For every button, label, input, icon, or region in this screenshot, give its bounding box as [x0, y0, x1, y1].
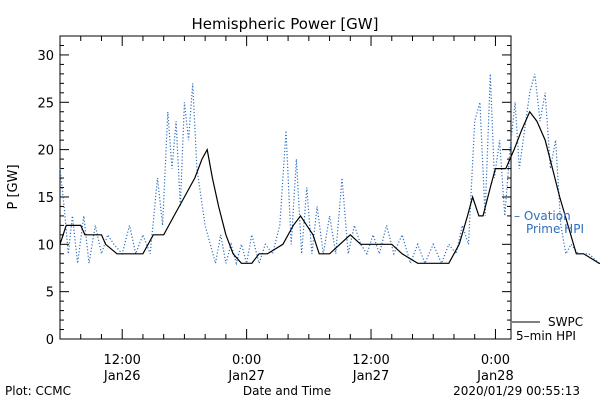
plot-credit: Plot: CCMC [5, 384, 71, 398]
x-tick-label-date: Jan27 [352, 369, 390, 384]
y-tick-label: 0 [46, 333, 54, 348]
axes-ticks [59, 35, 511, 340]
series-ovation-prime-line [59, 73, 600, 266]
x-tick-label-time: 0:00 [232, 353, 261, 368]
y-tick-label: 30 [37, 49, 54, 64]
x-tick-label-date: Jan26 [103, 369, 141, 384]
x-axis-label: Date and Time [243, 384, 331, 398]
y-tick-labels: 0 5 10 15 20 25 30 [37, 49, 54, 348]
y-tick-label: 5 [46, 286, 54, 301]
y-tick-label: 15 [37, 191, 54, 206]
y-tick-label: 25 [37, 96, 54, 111]
x-tick-labels: 12:00Jan260:00Jan2712:00Jan270:00Jan2812… [103, 353, 514, 384]
x-tick-label-time: 12:00 [352, 353, 389, 368]
x-tick-label-time: 0:00 [481, 353, 510, 368]
legend-ovation-line1: – Ovation [514, 209, 571, 223]
x-tick-label-time: 12:00 [103, 353, 140, 368]
legend-swpc-line2: 5–min HPI [516, 329, 576, 343]
x-tick-label-date: Jan27 [227, 369, 265, 384]
plot-timestamp: 2020/01/29 00:55:13 [453, 384, 580, 398]
y-tick-label: 20 [37, 144, 54, 159]
chart-title: Hemispheric Power [GW] [192, 15, 379, 33]
y-axis-label: P [GW] [6, 164, 21, 209]
plot-frame [59, 35, 512, 340]
legend-ovation-line2: Prime HPI [526, 222, 584, 236]
y-tick-label: 10 [37, 238, 54, 253]
legend-swpc-line1: SWPC [548, 315, 583, 329]
x-tick-label-date: Jan28 [476, 369, 514, 384]
series-swpc-line [59, 110, 600, 264]
